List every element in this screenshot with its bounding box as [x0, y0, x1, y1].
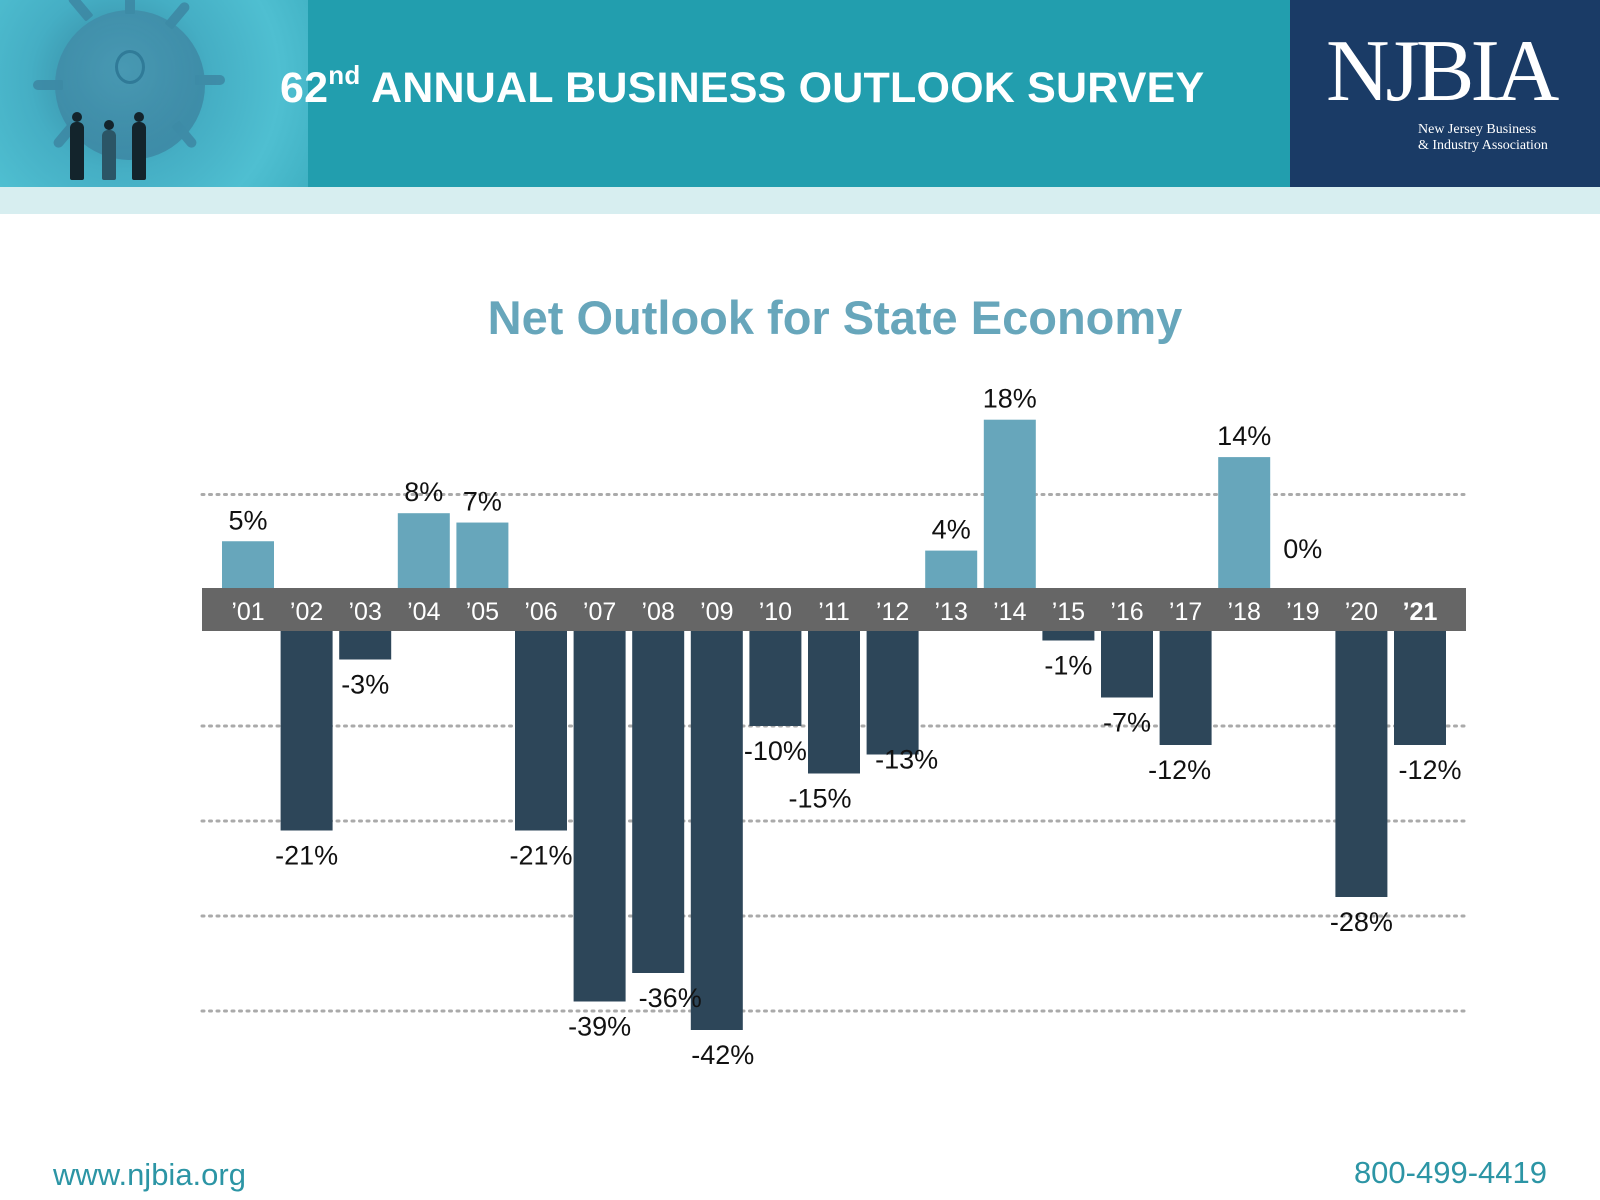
bar-negative: [690, 631, 743, 1030]
data-label: -15%: [788, 784, 851, 814]
year-tick-label: ’18: [1228, 598, 1261, 626]
bar-negative: [1042, 631, 1095, 641]
data-label: -10%: [744, 736, 807, 766]
year-tick-label: ’03: [349, 598, 382, 626]
bar-negative: [573, 631, 626, 1002]
data-label: -21%: [275, 841, 338, 871]
year-tick-label: ’09: [700, 598, 733, 626]
data-label: -7%: [1103, 708, 1151, 738]
year-tick-label: ’20: [1345, 598, 1378, 626]
bar-negative: [1101, 631, 1153, 698]
bar-negative: [1335, 631, 1388, 897]
bar-negative: [808, 631, 860, 774]
year-tick-label: ’15: [1052, 598, 1085, 626]
year-tick-label: ’21: [1403, 598, 1438, 626]
survey-title: 62nd ANNUAL BUSINESS OUTLOOK SURVEY: [280, 60, 1205, 112]
bar-positive: [456, 522, 509, 588]
phone-number: 800-499-4419: [1353, 1155, 1547, 1190]
data-label: 0%: [1283, 534, 1322, 564]
data-label: -3%: [341, 670, 389, 700]
bar-negative: [1159, 631, 1212, 745]
data-label: -12%: [1398, 755, 1461, 785]
year-tick-label: ’10: [759, 598, 792, 626]
data-label: -21%: [509, 841, 572, 871]
bar-positive: [222, 541, 274, 588]
data-label: 18%: [983, 384, 1037, 414]
bar-negative: [515, 631, 567, 831]
data-label: 7%: [463, 487, 502, 517]
year-tick-label: ’07: [583, 598, 616, 626]
data-label: -1%: [1044, 651, 1092, 681]
year-tick-label: ’17: [1169, 598, 1202, 626]
bar-negative: [280, 631, 333, 831]
year-tick-label: ’13: [935, 598, 968, 626]
bar-negative: [632, 631, 685, 973]
logo-wordmark: NJBIA: [1326, 23, 1559, 120]
year-tick-label: ’04: [407, 598, 440, 626]
year-tick-label: ’05: [466, 598, 499, 626]
bar-positive: [1218, 457, 1271, 588]
bar-negative: [749, 631, 802, 726]
data-label: -42%: [691, 1040, 754, 1070]
data-label: 4%: [932, 515, 971, 545]
year-tick-label: ’01: [231, 598, 264, 626]
business-people-icon: [60, 110, 160, 180]
header-banner: 62nd ANNUAL BUSINESS OUTLOOK SURVEY NJBI…: [0, 0, 1600, 187]
x-axis-band: [202, 588, 1466, 631]
year-tick-label: ’12: [876, 598, 909, 626]
data-label: -36%: [639, 983, 702, 1013]
bar-negative: [1394, 631, 1446, 745]
data-label: -39%: [568, 1012, 631, 1042]
bar-negative: [339, 631, 392, 660]
logo-tagline: New Jersey Business & Industry Associati…: [1418, 122, 1548, 153]
year-tick-label: ’02: [290, 598, 323, 626]
year-tick-label: ’19: [1286, 598, 1319, 626]
chart-title: Net Outlook for State Economy: [487, 291, 1183, 344]
data-label: 8%: [404, 477, 443, 507]
njbia-logo[interactable]: NJBIA New Jersey Business & Industry Ass…: [1290, 0, 1600, 187]
data-label: 14%: [1217, 421, 1271, 451]
year-tick-label: ’16: [1110, 598, 1143, 626]
data-label: -28%: [1330, 907, 1393, 937]
data-label: 5%: [228, 505, 267, 535]
bar-positive: [983, 419, 1036, 588]
year-tick-label: ’06: [524, 598, 557, 626]
bar-positive: [397, 513, 450, 588]
year-tick-label: ’14: [993, 598, 1026, 626]
website-link[interactable]: www.njbia.org: [53, 1157, 246, 1192]
year-tick-label: ’08: [642, 598, 675, 626]
data-label: -12%: [1148, 755, 1211, 785]
bar-positive: [925, 550, 978, 588]
data-label: -13%: [875, 745, 938, 775]
bar-negative: [866, 631, 919, 755]
header-divider-band: [0, 187, 1600, 214]
year-tick-label: ’11: [818, 598, 850, 626]
header-illustration: [0, 0, 308, 187]
